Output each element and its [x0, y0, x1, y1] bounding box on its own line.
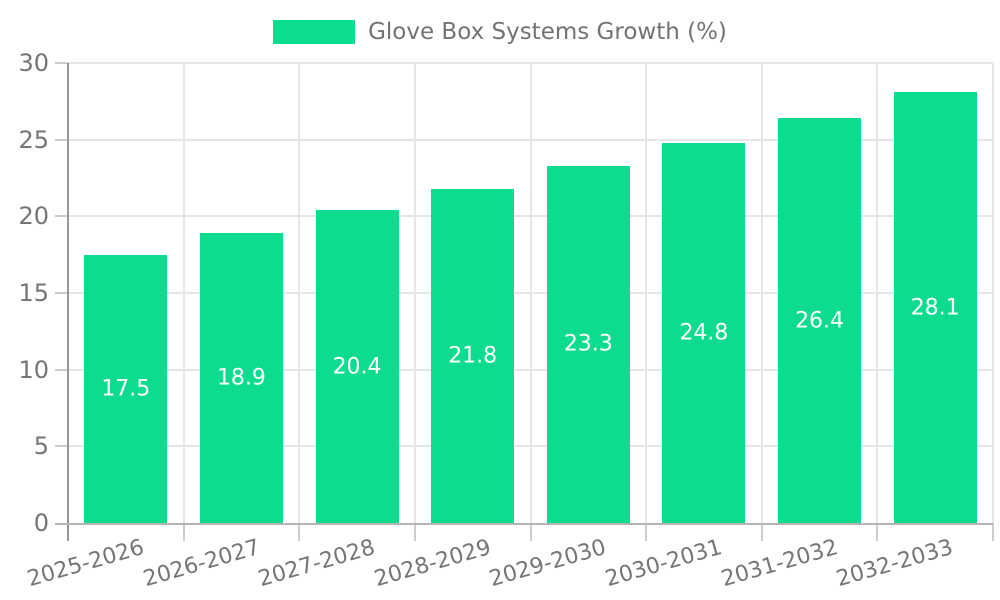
y-tick-label: 5	[33, 432, 49, 461]
bar-2030-2031[interactable]: 24.8	[662, 142, 746, 523]
bar-value-label: 28.1	[910, 295, 960, 321]
bar-2027-2028[interactable]: 20.4	[315, 210, 399, 523]
bar-2028-2029[interactable]: 21.8	[431, 188, 515, 523]
bar-value-label: 17.5	[101, 376, 151, 402]
y-axis-line	[67, 63, 69, 541]
bar-value-label: 24.8	[679, 320, 729, 346]
legend-item[interactable]: Glove Box Systems Growth (%)	[0, 18, 1000, 46]
x-axis-tick	[760, 523, 763, 541]
x-gridline	[413, 63, 416, 523]
y-tick-label: 20	[18, 202, 49, 231]
x-axis-tick	[182, 523, 185, 541]
y-tick-label: 10	[18, 355, 49, 384]
bar-value-label: 21.8	[448, 343, 498, 369]
x-axis-tick	[876, 523, 879, 541]
bar-2029-2030[interactable]: 23.3	[546, 165, 630, 523]
y-axis-tick	[55, 215, 68, 218]
y-tick-label: 25	[18, 125, 49, 154]
x-axis-tick	[529, 523, 532, 541]
x-tick-label-2027-2028: 2027-2028	[255, 535, 378, 593]
x-tick-label-2028-2029: 2028-2029	[371, 535, 494, 593]
x-axis-tick	[992, 523, 994, 541]
x-axis-line	[55, 523, 993, 525]
x-gridline	[760, 63, 763, 523]
plot-area: 0 5 10 15 20 25 30 17.5 18.9 20.4 21.8 23.3 24.8 26.4…	[18, 49, 994, 592]
x-tick-label-2032-2033: 2032-2033	[833, 535, 957, 593]
y-axis-tick	[55, 292, 68, 294]
x-axis-tick	[645, 523, 648, 541]
bar-2032-2033[interactable]: 28.1	[893, 92, 977, 523]
y-tick-label: 30	[18, 49, 49, 77]
x-gridline	[992, 63, 994, 523]
x-tick-label-2030-2031: 2030-2031	[602, 535, 725, 593]
x-tick-label-2029-2030: 2029-2030	[487, 535, 610, 593]
x-axis-tick	[298, 523, 301, 541]
x-axis-tick	[413, 523, 416, 541]
bar-value-label: 20.4	[332, 354, 382, 380]
bar-value-label: 26.4	[795, 308, 845, 334]
bar-value-label: 23.3	[563, 331, 613, 357]
bar-2025-2026[interactable]: 17.5	[84, 254, 168, 523]
x-gridline	[529, 63, 532, 523]
y-tick-label: 0	[33, 509, 49, 537]
x-tick-label-2026-2027: 2026-2027	[140, 535, 263, 593]
y-axis-tick	[55, 368, 68, 371]
x-gridline	[298, 63, 301, 523]
x-gridline	[182, 63, 185, 523]
y-tick-label: 15	[18, 279, 49, 307]
legend-marker	[273, 20, 356, 44]
x-gridline	[645, 63, 648, 523]
y-axis-tick	[55, 62, 68, 64]
bar-2031-2032[interactable]: 26.4	[778, 118, 862, 523]
x-tick-label-2025-2026: 2025-2026	[24, 535, 147, 593]
y-axis-tick	[55, 138, 68, 141]
bar-value-label: 18.9	[216, 365, 266, 391]
x-tick-label-2031-2032: 2031-2032	[718, 535, 841, 593]
x-gridline	[876, 63, 879, 523]
legend-label: Glove Box Systems Growth (%)	[368, 19, 727, 45]
y-axis-tick	[55, 445, 68, 448]
bar-2026-2027[interactable]: 18.9	[199, 233, 283, 523]
